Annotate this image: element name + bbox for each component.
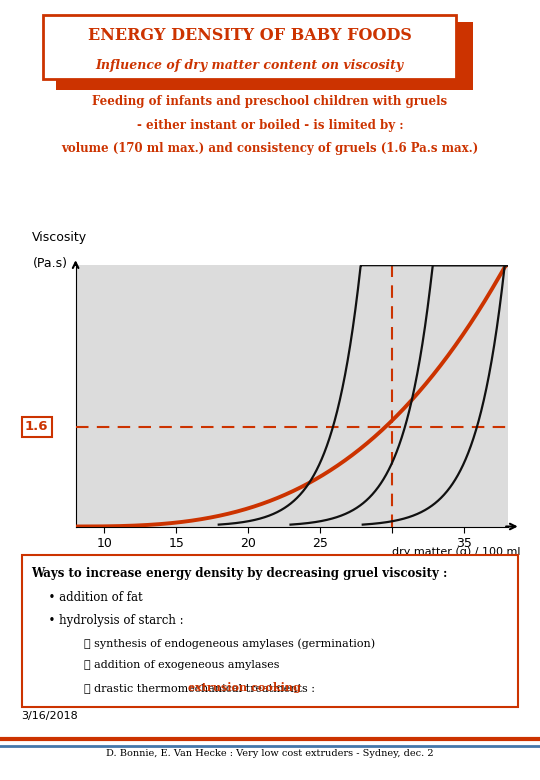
Text: ENERGY DENSITY OF BABY FOODS: ENERGY DENSITY OF BABY FOODS — [88, 27, 411, 44]
Text: 30: 30 — [384, 604, 401, 617]
Text: volume (170 ml max.) and consistency of gruels (1.6 Pa.s max.): volume (170 ml max.) and consistency of … — [62, 142, 478, 155]
FancyBboxPatch shape — [56, 23, 473, 90]
Text: ✓ synthesis of endogeneous amylases (germination): ✓ synthesis of endogeneous amylases (ger… — [56, 638, 375, 649]
Text: Viscosity: Viscosity — [32, 232, 87, 244]
Text: home treatment: home treatment — [51, 647, 158, 660]
Text: extrusion cooking: extrusion cooking — [187, 682, 300, 693]
Text: 3/16/2018: 3/16/2018 — [22, 711, 78, 722]
Text: (Pa.s): (Pa.s) — [32, 257, 68, 271]
Text: - either instant or boiled - is limited by :: - either instant or boiled - is limited … — [137, 119, 403, 132]
Text: traditional: traditional — [69, 621, 140, 633]
Text: • addition of fat: • addition of fat — [42, 591, 143, 604]
Text: ✓ addition of exogeneous amylases: ✓ addition of exogeneous amylases — [56, 660, 280, 670]
Text: Influence of dry matter content on viscosity: Influence of dry matter content on visco… — [96, 58, 404, 72]
Text: Ways to increase energy density by decreasing gruel viscosity :: Ways to increase energy density by decre… — [31, 567, 448, 580]
FancyBboxPatch shape — [43, 15, 456, 79]
Text: • hydrolysis of starch :: • hydrolysis of starch : — [42, 615, 184, 627]
Text: D. Bonnie, E. Van Hecke : Very low cost extruders - Sydney, dec. 2: D. Bonnie, E. Van Hecke : Very low cost … — [106, 749, 434, 758]
Text: 1.6: 1.6 — [25, 420, 49, 434]
Text: dry matter (g) / 100 ml: dry matter (g) / 100 ml — [392, 548, 521, 558]
Text: ✓ drastic thermomechanical treatments :: ✓ drastic thermomechanical treatments : — [56, 682, 319, 693]
Text: Feeding of infants and preschool children with gruels: Feeding of infants and preschool childre… — [92, 95, 448, 108]
FancyBboxPatch shape — [22, 555, 518, 707]
